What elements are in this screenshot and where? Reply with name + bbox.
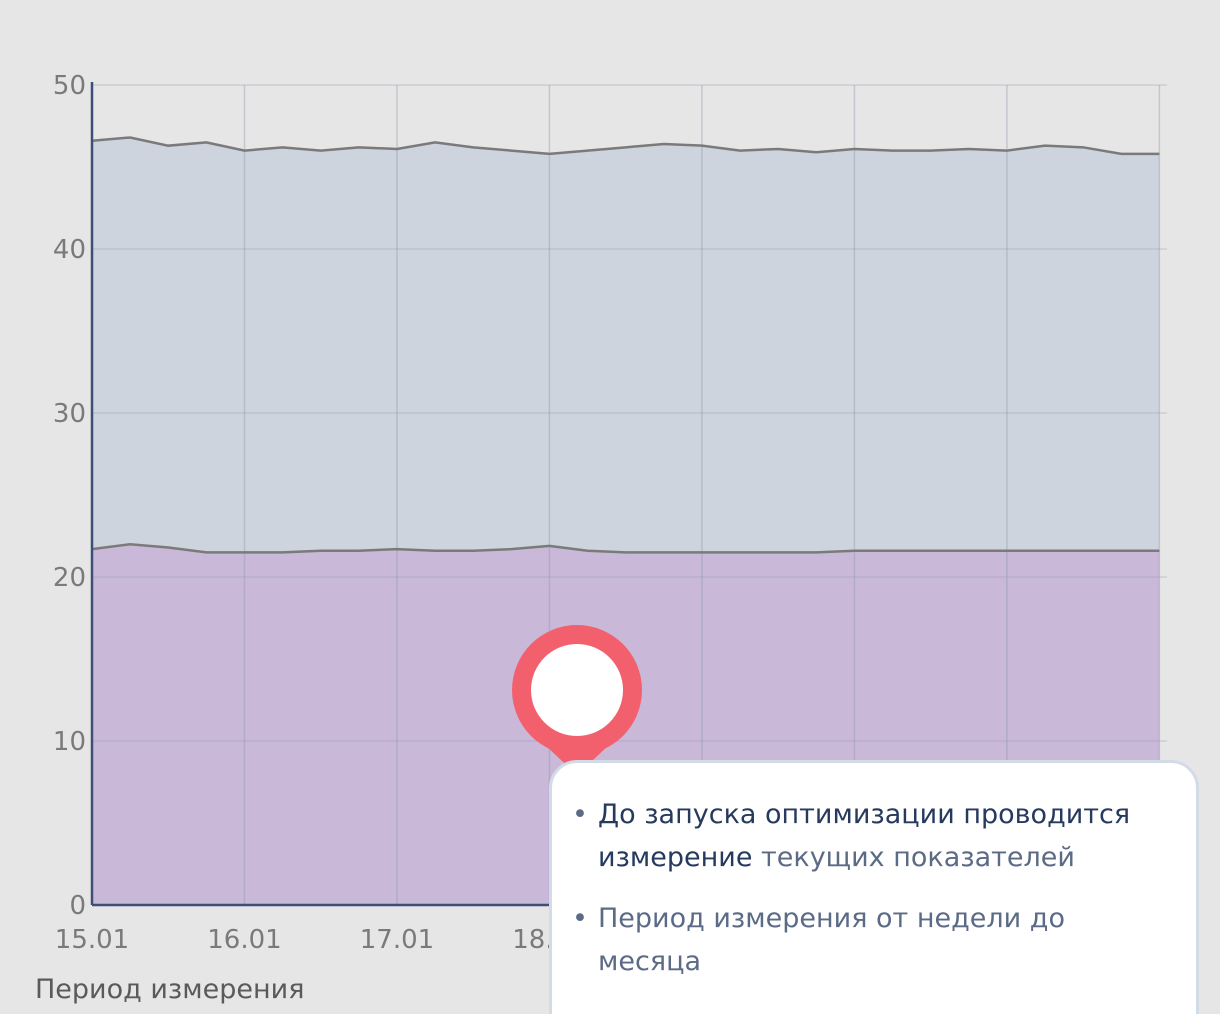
y-tick-label: 30 bbox=[53, 399, 86, 429]
y-tick-label: 50 bbox=[53, 71, 86, 101]
area-fill bbox=[92, 137, 1160, 553]
callout-strong: До запуска оптимизации проводится измере… bbox=[598, 799, 1131, 873]
callout: До запуска оптимизации проводится измере… bbox=[549, 760, 1199, 1014]
area-line bbox=[91, 542, 1160, 554]
callout-item: Период измерения от недели до месяца bbox=[572, 897, 1176, 983]
callout-text: текущих показателей bbox=[761, 842, 1075, 873]
callout-item: До запуска оптимизации проводится измере… bbox=[572, 793, 1176, 879]
x-tick-label: 17.01 bbox=[360, 925, 434, 955]
callout-text: Период измерения от недели до месяца bbox=[598, 903, 1065, 977]
y-tick-label: 0 bbox=[69, 891, 86, 921]
area-line bbox=[91, 136, 1160, 156]
y-tick-label: 20 bbox=[53, 563, 86, 593]
x-tick-label: 15.01 bbox=[55, 925, 129, 955]
y-tick-label: 10 bbox=[53, 727, 86, 757]
y-tick-label: 40 bbox=[53, 235, 86, 265]
x-axis-label: Период измерения bbox=[35, 974, 304, 1005]
x-tick-label: 16.01 bbox=[207, 925, 281, 955]
